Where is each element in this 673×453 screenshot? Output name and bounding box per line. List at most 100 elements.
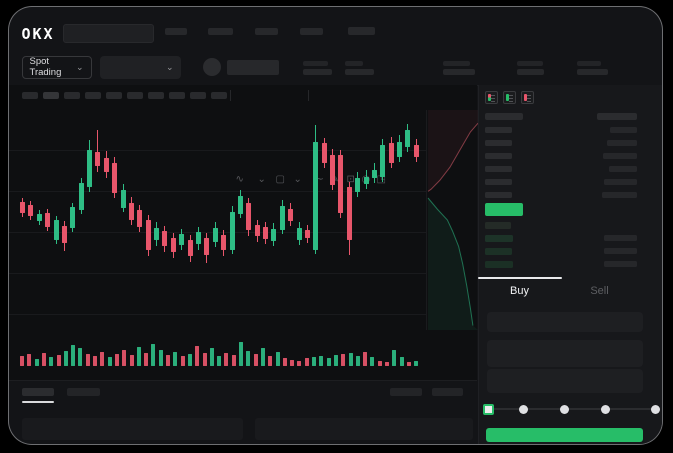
last-price-highlight[interactable] [484, 202, 523, 216]
market-type-dropdown[interactable]: Spot Trading ⌄ [21, 55, 92, 79]
ask-price-placeholder[interactable] [484, 152, 512, 159]
bottom-tab-active[interactable] [21, 387, 54, 396]
ob-header-price-placeholder [484, 112, 523, 120]
timeframe-chip[interactable] [21, 91, 38, 99]
ask-price-placeholder[interactable] [484, 191, 512, 198]
chevron-down-icon: ⌄ [75, 61, 84, 72]
ask-amount-placeholder[interactable] [601, 191, 637, 198]
candle-body [304, 229, 310, 238]
ask-price-placeholder[interactable] [484, 126, 512, 133]
bid-price-placeholder[interactable] [484, 221, 511, 229]
slider-stop-selected[interactable] [482, 403, 494, 415]
nav-item-placeholder[interactable] [254, 27, 278, 35]
timeframe-chip[interactable] [126, 91, 143, 99]
ask-price-placeholder[interactable] [484, 139, 512, 146]
chevron-down-icon[interactable]: ⌄ [257, 173, 266, 185]
buy-submit-button[interactable] [485, 427, 643, 442]
timeframe-chip[interactable] [84, 91, 101, 99]
nav-item-placeholder[interactable] [299, 27, 323, 35]
bottom-action-placeholder[interactable] [431, 387, 463, 396]
timeframe-chip[interactable] [210, 91, 227, 99]
volume-bar [70, 344, 75, 366]
timeframe-chip[interactable] [189, 91, 206, 99]
slider-stop[interactable] [559, 404, 569, 414]
slider-stop[interactable] [518, 404, 528, 414]
volume-bar [77, 347, 82, 366]
bottom-action-placeholder[interactable] [389, 387, 422, 396]
search-input[interactable] [62, 23, 154, 43]
ask-amount-placeholder[interactable] [602, 152, 637, 159]
timeframe-chip[interactable] [105, 91, 122, 99]
orderbook-view-both-icon[interactable] [484, 90, 498, 104]
ask-price-placeholder[interactable] [484, 165, 512, 172]
buy-tab-indicator [477, 276, 562, 279]
camera-icon[interactable]: ⊡ [346, 173, 355, 185]
pair-dropdown[interactable]: ⌄ [99, 55, 181, 79]
ask-price-placeholder[interactable] [484, 178, 512, 185]
candle-body [111, 162, 117, 193]
slider-stop[interactable] [600, 404, 610, 414]
chevron-down-icon[interactable]: ⌄ [293, 173, 302, 185]
trendline-icon[interactable]: ∼ [315, 173, 324, 185]
bid-amount-placeholder[interactable] [603, 260, 637, 267]
slider-stop[interactable] [650, 404, 660, 414]
ask-amount-placeholder[interactable] [608, 165, 637, 172]
orderbook-view-bids-icon[interactable] [502, 90, 516, 104]
nav-item-placeholder[interactable] [347, 26, 375, 35]
candle-body [94, 151, 100, 166]
percent-slider-track[interactable] [487, 407, 655, 410]
bottom-tab[interactable] [66, 387, 100, 396]
candle-body [262, 226, 268, 239]
indicator-wave-icon[interactable]: ∿ [235, 173, 244, 185]
book-lines-icon [526, 94, 531, 96]
volume-bar [384, 361, 389, 366]
chart-section[interactable]: ∿⌄▢⌄∼✎⊡◎◳ [9, 84, 477, 380]
total-input[interactable] [486, 368, 643, 393]
candle-body [161, 230, 167, 246]
candle-body [53, 219, 59, 240]
amount-input[interactable] [486, 339, 643, 367]
timeframe-chip[interactable] [168, 91, 185, 99]
bid-price-placeholder[interactable] [484, 260, 513, 268]
volume-bar [136, 346, 141, 366]
bid-amount-placeholder[interactable] [603, 247, 637, 254]
tab-buy[interactable]: Buy [510, 284, 529, 297]
fullscreen-icon[interactable]: ◳ [377, 174, 386, 186]
price-input[interactable] [486, 311, 643, 332]
candle-style-icon[interactable]: ▢ [275, 173, 285, 185]
volume-bar [413, 360, 418, 366]
volume-bar [238, 341, 243, 366]
bid-price-placeholder[interactable] [484, 234, 513, 242]
volume-bar [129, 354, 134, 366]
candlestick-chart[interactable] [19, 110, 426, 330]
bottom-divider [9, 379, 477, 381]
timeframe-chip[interactable] [147, 91, 164, 99]
candle-body [312, 141, 318, 250]
volume-bar [333, 354, 338, 366]
volume-bar [289, 359, 294, 366]
candle-body [279, 205, 285, 230]
timeframe-chip-active[interactable] [42, 91, 59, 99]
volume-bar [158, 349, 163, 366]
candle-body [329, 154, 335, 185]
nav-item-placeholder[interactable] [207, 27, 233, 35]
volume-bar [304, 357, 309, 366]
app-window-frame: OKX Spot Trading ⌄ ⌄ ∿⌄▢⌄∼✎⊡◎◳ [8, 6, 663, 445]
nav-item-placeholder[interactable] [164, 27, 187, 35]
volume-bar [114, 353, 119, 366]
volume-bar [107, 356, 112, 366]
ask-amount-placeholder[interactable] [609, 126, 637, 133]
chart-gridline [9, 190, 426, 192]
tab-sell[interactable]: Sell [590, 284, 609, 297]
orderbook-view-asks-icon[interactable] [520, 90, 534, 104]
bid-amount-placeholder[interactable] [603, 234, 637, 241]
ask-amount-placeholder[interactable] [603, 178, 637, 185]
stat-label-placeholder [344, 60, 363, 66]
timeframe-chip[interactable] [63, 91, 80, 99]
stat-label-placeholder [576, 60, 601, 66]
ask-amount-placeholder[interactable] [606, 139, 637, 146]
draw-pencil-icon[interactable]: ✎ [330, 173, 339, 185]
bid-price-placeholder[interactable] [484, 247, 512, 255]
candle-body [296, 227, 302, 240]
candle-body [321, 142, 327, 163]
